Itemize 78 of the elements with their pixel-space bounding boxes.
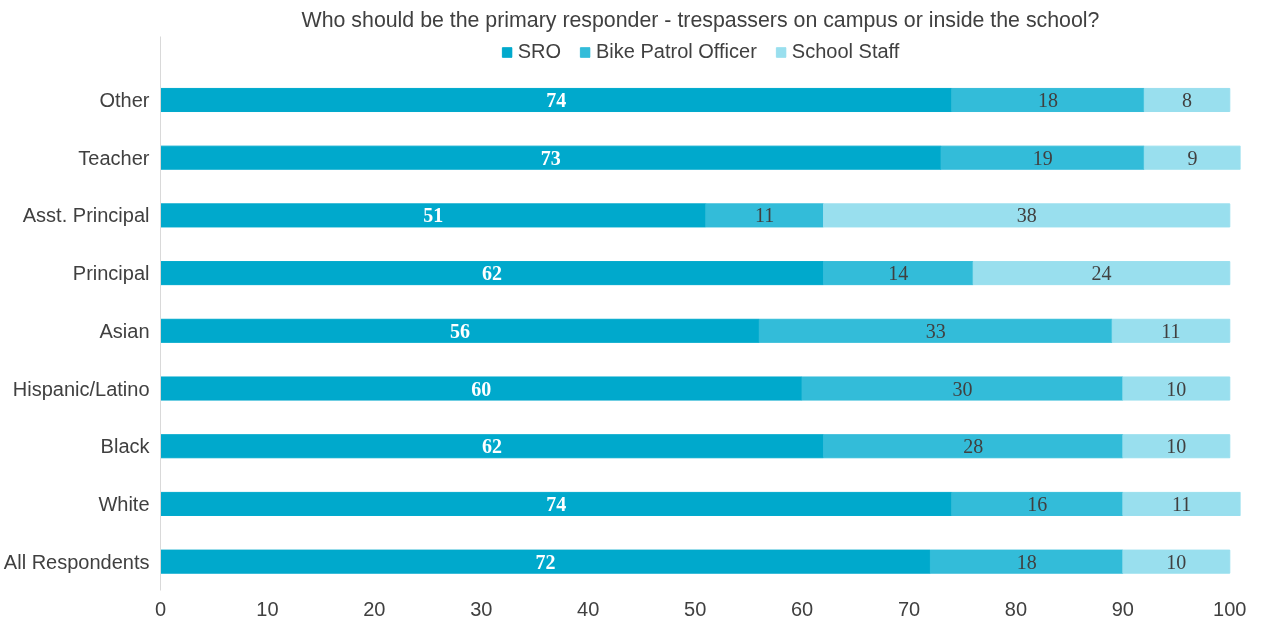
bar — [972, 261, 1231, 286]
data-label: 72 — [535, 550, 556, 573]
y-tick-label: Other — [99, 88, 150, 111]
legend-label: School Staff — [791, 40, 900, 63]
x-tick-label: 10 — [256, 597, 279, 618]
data-label: 9 — [1187, 146, 1198, 169]
data-label: 28 — [963, 435, 984, 458]
chart-title: Who should be the primary responder - trespassers on campus or inside the school? — [301, 7, 1100, 32]
data-label: 51 — [423, 204, 444, 227]
bar — [951, 491, 1124, 516]
x-tick-label: 40 — [577, 597, 600, 618]
bar — [160, 145, 942, 170]
bar — [822, 203, 1231, 228]
data-label: 74 — [546, 88, 567, 111]
bar — [1143, 87, 1231, 113]
bar — [1122, 491, 1241, 516]
data-label: 11 — [1172, 492, 1192, 515]
data-label: 33 — [925, 319, 946, 342]
bar — [822, 434, 1124, 459]
x-tick-label: 0 — [154, 597, 167, 618]
data-label: 38 — [1016, 204, 1037, 227]
legend-label: Bike Patrol Officer — [596, 40, 757, 63]
data-label: 14 — [888, 262, 909, 285]
y-tick-label: Black — [100, 435, 151, 458]
y-tick-label: Principal — [72, 262, 150, 285]
bar — [160, 434, 824, 459]
bar — [160, 318, 760, 343]
x-tick-label: 80 — [1004, 597, 1028, 618]
x-tick-label: 70 — [897, 597, 921, 618]
bar — [758, 318, 1113, 343]
data-label: 73 — [540, 146, 561, 169]
bar — [160, 549, 931, 574]
y-tick-label: Asst. Principal — [22, 204, 150, 227]
bar — [951, 87, 1145, 113]
bar — [160, 261, 824, 286]
bar — [705, 203, 824, 228]
data-label: 62 — [481, 435, 502, 458]
data-label: 62 — [481, 262, 502, 285]
y-tick-label: Asian — [99, 319, 150, 342]
data-label: 60 — [471, 377, 492, 400]
bar — [801, 376, 1124, 401]
bar — [160, 203, 707, 228]
bar — [1122, 376, 1231, 401]
bar — [929, 549, 1124, 574]
x-tick-label: 30 — [470, 597, 493, 618]
y-tick-label: Teacher — [78, 146, 150, 169]
data-label: 19 — [1032, 146, 1053, 169]
bar — [1122, 434, 1231, 459]
x-tick-label: 60 — [790, 597, 814, 618]
data-label: 18 — [1016, 550, 1037, 573]
legend-label: SRO — [517, 40, 562, 63]
data-label: 30 — [952, 377, 973, 400]
x-tick-label: 100 — [1213, 597, 1247, 618]
data-label: 74 — [546, 492, 567, 515]
x-tick-label: 20 — [363, 597, 386, 618]
data-label: 24 — [1091, 262, 1112, 285]
bar — [1122, 549, 1231, 574]
data-label: 10 — [1166, 550, 1187, 573]
data-label: 8 — [1182, 88, 1193, 111]
data-label: 16 — [1027, 492, 1048, 515]
data-label: 10 — [1166, 435, 1187, 458]
bar — [1111, 318, 1231, 343]
x-tick-label: 50 — [684, 597, 707, 618]
y-tick-label: White — [98, 492, 150, 515]
bar — [160, 376, 803, 401]
bar — [822, 261, 974, 286]
bar — [160, 491, 953, 516]
data-label: 11 — [755, 204, 775, 227]
bar — [1143, 145, 1241, 170]
data-label: 11 — [1161, 319, 1181, 342]
data-label: 10 — [1166, 377, 1187, 400]
bar — [160, 87, 953, 113]
y-tick-label: All Respondents — [3, 550, 150, 573]
bar — [940, 145, 1145, 170]
data-label: 18 — [1038, 88, 1059, 111]
y-tick-label: Hispanic/Latino — [12, 377, 150, 400]
x-tick-label: 90 — [1111, 597, 1134, 618]
data-label: 56 — [449, 319, 470, 342]
